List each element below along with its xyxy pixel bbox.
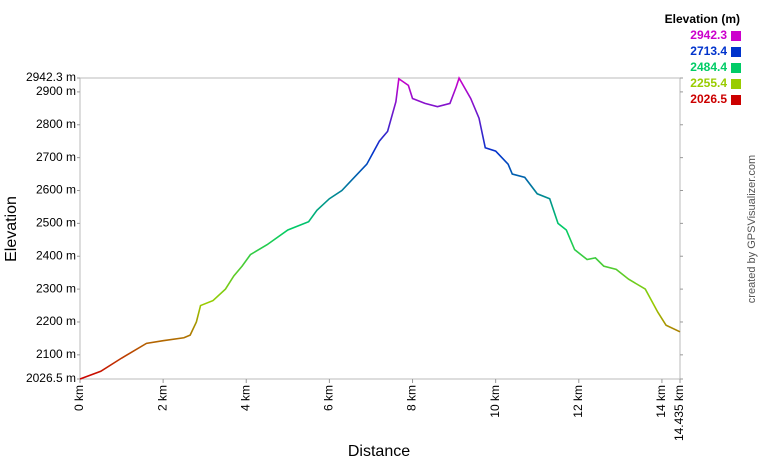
x-tick-label: 14.435 km — [672, 385, 686, 441]
y-axis-label: Elevation — [3, 196, 20, 262]
x-axis-label: Distance — [348, 443, 410, 460]
y-tick-label: 2942.3 m — [26, 70, 76, 84]
y-tick-label: 2026.5 m — [26, 371, 76, 385]
y-tick-label: 2400 m — [36, 248, 76, 262]
x-tick-label: 12 km — [571, 385, 585, 418]
y-tick-label: 2900 m — [36, 84, 76, 98]
y-tick-label: 2700 m — [36, 150, 76, 164]
legend-title: Elevation (m) — [665, 12, 740, 26]
legend-swatch — [731, 47, 741, 57]
y-tick-label: 2600 m — [36, 183, 76, 197]
x-tick-label: 10 km — [488, 385, 502, 418]
elevation-line — [79, 76, 681, 380]
x-tick-label: 14 km — [654, 385, 668, 418]
y-tick-label: 2500 m — [36, 216, 76, 230]
legend-value: 2942.3 — [690, 28, 727, 42]
x-tick-label: 2 km — [155, 385, 169, 411]
x-tick-label: 4 km — [238, 385, 252, 411]
y-tick-label: 2200 m — [36, 314, 76, 328]
y-tick-label: 2300 m — [36, 281, 76, 295]
legend-value: 2713.4 — [690, 44, 727, 58]
y-tick-label: 2800 m — [36, 117, 76, 131]
legend-swatch — [731, 79, 741, 89]
x-tick-label: 0 km — [72, 385, 86, 411]
x-tick-label: 8 km — [405, 385, 419, 411]
legend-swatch — [731, 31, 741, 41]
plot-frame — [79, 77, 681, 380]
legend-value: 2484.4 — [690, 60, 727, 74]
legend-swatch — [731, 95, 741, 105]
x-tick-label: 6 km — [322, 385, 336, 411]
legend-value: 2026.5 — [690, 92, 727, 106]
credit: created by GPSVisualizer.com — [746, 155, 758, 303]
legend-value: 2255.4 — [690, 76, 727, 90]
y-tick-label: 2100 m — [36, 347, 76, 361]
legend-swatch — [731, 63, 741, 73]
